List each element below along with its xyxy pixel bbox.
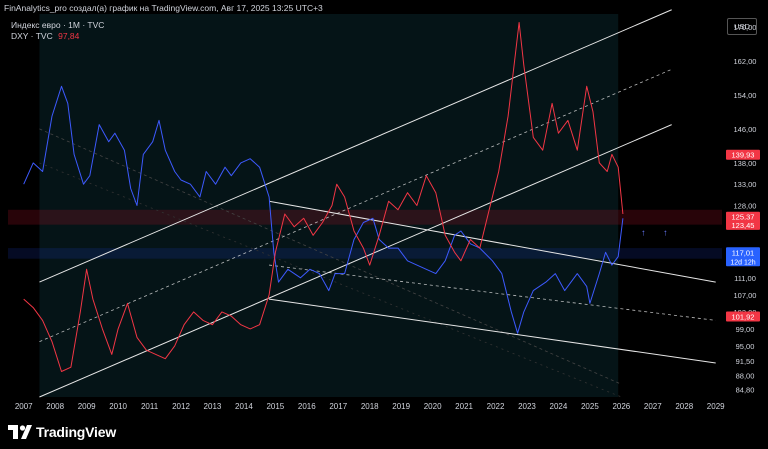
x-tick-label: 2015 xyxy=(266,402,284,411)
x-tick-label: 2012 xyxy=(172,402,190,411)
x-tick-label: 2027 xyxy=(644,402,662,411)
attribution-text: FinAnalytics_pro создал(а) график на Tra… xyxy=(4,3,323,13)
price-label-box xyxy=(726,247,760,267)
channel-rising-upper xyxy=(39,9,672,283)
price-label-countdown: 12d 12h xyxy=(730,259,755,266)
y-tick-label: 88,00 xyxy=(736,372,755,381)
channel-rising-lower xyxy=(39,124,672,398)
channel-falling-upper xyxy=(268,200,716,283)
y-tick-label: 99,00 xyxy=(736,325,755,334)
x-tick-label: 2011 xyxy=(141,402,159,411)
price-range-shade-1 xyxy=(8,209,722,225)
guide-line-faint xyxy=(39,162,622,398)
x-tick-label: 2007 xyxy=(15,402,33,411)
x-tick-label: 2024 xyxy=(550,402,568,411)
legend-dxy-value: 97,84 xyxy=(58,31,80,41)
price-label-value: 139,93 xyxy=(732,151,755,160)
y-tick-label: 84,80 xyxy=(736,385,755,394)
x-tick-label: 2023 xyxy=(518,402,536,411)
y-tick-label: 170,00 xyxy=(734,23,757,32)
y-tick-label: 111,00 xyxy=(734,274,756,283)
signal-arrow: ↑ xyxy=(641,227,646,237)
x-tick-label: 2026 xyxy=(612,402,630,411)
x-tick-label: 2018 xyxy=(361,402,379,411)
y-tick-label: 146,00 xyxy=(734,125,757,134)
tradingview-logo-text: TradingView xyxy=(36,424,117,440)
guide-line-dashed xyxy=(39,128,622,385)
x-tick-label: 2013 xyxy=(204,402,222,411)
y-tick-label: 128,00 xyxy=(734,202,757,211)
chart-frame: ↑ ↑ 2007 2008 2009 2010 2011 2012 2013 2014 2015 20… xyxy=(0,0,768,415)
y-tick-label: 162,00 xyxy=(734,57,757,66)
footer: TradingView xyxy=(0,415,768,449)
x-tick-label: 2022 xyxy=(487,402,505,411)
price-label-box xyxy=(726,311,760,322)
plot-background xyxy=(8,14,722,397)
channel-rising-mid xyxy=(39,68,672,343)
x-tick-label: 2016 xyxy=(298,402,316,411)
legend-dxy-label: DXY · TVC xyxy=(11,31,53,41)
price-label-value: 123,45 xyxy=(732,221,755,230)
price-label-value: 125,37 xyxy=(732,213,755,222)
currency-button[interactable]: USD xyxy=(727,18,757,35)
x-tick-label: 2028 xyxy=(675,402,693,411)
x-tick-label: 2017 xyxy=(329,402,347,411)
x-tick-label: 2010 xyxy=(109,402,127,411)
price-label-value: 101,92 xyxy=(732,312,755,321)
signal-arrow: ↑ xyxy=(663,227,668,237)
price-label-box xyxy=(726,211,760,222)
price-label-box xyxy=(726,149,760,160)
y-tick-label: 154,00 xyxy=(734,91,757,100)
chart-svg[interactable]: ↑ ↑ 2007 2008 2009 2010 2011 2012 2013 2014 2015 20… xyxy=(0,0,768,415)
x-tick-label: 2019 xyxy=(392,402,410,411)
x-tick-label: 2020 xyxy=(424,402,442,411)
y-tick-label: 95,00 xyxy=(736,342,755,351)
x-tick-label: 2009 xyxy=(78,402,96,411)
legend-dxy: DXY · TVC 97,84 xyxy=(11,31,79,41)
x-tick-label: 2025 xyxy=(581,402,599,411)
price-label-box xyxy=(726,219,760,230)
y-tick-label: 107,00 xyxy=(734,291,757,300)
y-tick-label: 138,00 xyxy=(734,159,757,168)
y-tick-label: 133,00 xyxy=(734,180,757,189)
x-tick-label: 2008 xyxy=(46,402,64,411)
series-line-euro-index xyxy=(23,85,624,334)
legend-euro-index: Индекс евро · 1M · TVC xyxy=(11,20,105,30)
y-tick-label: 91,50 xyxy=(736,357,755,366)
tradingview-logo[interactable]: TradingView xyxy=(8,424,116,440)
x-tick-label: 2014 xyxy=(235,402,253,411)
tradingview-logo-icon xyxy=(8,425,32,439)
price-label-value: 117,01 xyxy=(732,248,754,257)
series-line-dxy xyxy=(23,22,624,372)
x-tick-label: 2021 xyxy=(455,402,473,411)
x-tick-label: 2029 xyxy=(707,402,725,411)
channel-falling-lower xyxy=(268,298,716,364)
time-range-shade xyxy=(39,14,619,397)
